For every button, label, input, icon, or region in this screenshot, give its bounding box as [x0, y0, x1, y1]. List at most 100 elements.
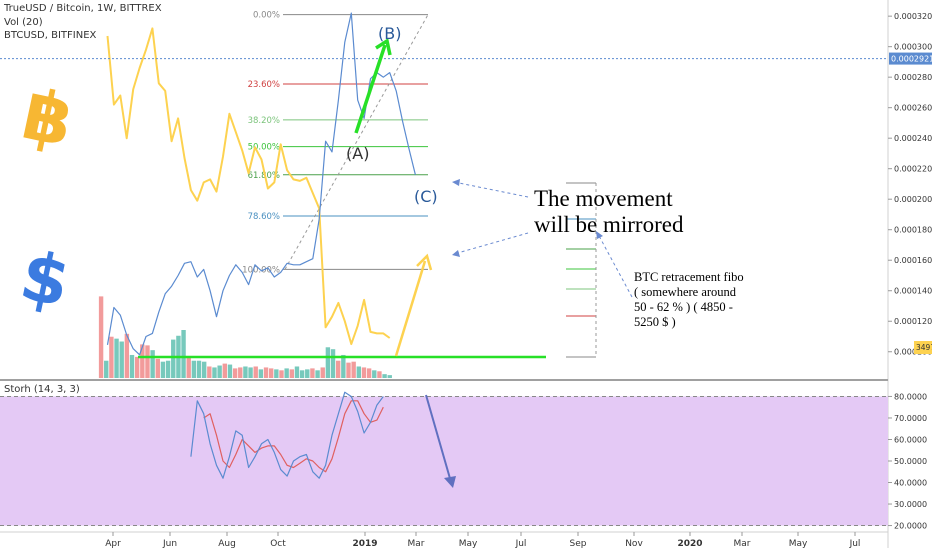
- legend-stoch[interactable]: Storh (14, 3, 3): [4, 384, 80, 395]
- volume-bar[interactable]: [129, 354, 135, 378]
- stoch-axis-label: 50.0000: [894, 457, 927, 466]
- time-axis-label: Mar: [408, 539, 425, 549]
- volume-bar[interactable]: [119, 341, 124, 378]
- volume-bar[interactable]: [274, 369, 279, 378]
- time-axis-label: Nov: [625, 539, 643, 549]
- volume-bar[interactable]: [299, 370, 305, 378]
- dollar-icon: $: [14, 236, 77, 323]
- volume-bar[interactable]: [145, 345, 150, 378]
- volume-bar[interactable]: [238, 367, 243, 378]
- volume-bar[interactable]: [201, 361, 207, 378]
- volume-bar[interactable]: [150, 350, 155, 378]
- mirror-note: The movement will be mirrored: [534, 186, 683, 238]
- volume-bar[interactable]: [165, 360, 171, 378]
- volume-bar[interactable]: [98, 296, 104, 378]
- volume-bar[interactable]: [248, 367, 253, 378]
- projection-arrow-yellow-head: [416, 253, 433, 271]
- volume-bar[interactable]: [258, 369, 264, 378]
- volume-bar[interactable]: [263, 367, 269, 378]
- stoch-pane[interactable]: [0, 391, 888, 527]
- volume-bar[interactable]: [330, 349, 336, 378]
- dollar-glyph: $: [14, 236, 77, 323]
- fibo-note-line3: 50 - 62 % ) ( 4850 -: [634, 300, 733, 314]
- volume-bar[interactable]: [134, 356, 140, 378]
- fib-level-label: 23.60%: [248, 80, 280, 90]
- volume-bar[interactable]: [212, 367, 217, 378]
- mirror-note-line2: will be mirrored: [534, 212, 684, 237]
- volume-bar[interactable]: [289, 369, 295, 378]
- time-axis-label: Jul: [515, 539, 527, 549]
- volume-bar[interactable]: [320, 367, 325, 378]
- annotation-arrow-3: [597, 233, 633, 298]
- stoch-projection-arrow[interactable]: [425, 394, 452, 483]
- tusd-price-line[interactable]: [106, 12, 416, 356]
- volume-bar[interactable]: [356, 366, 362, 378]
- stoch-axis-label: 60.0000: [894, 435, 927, 444]
- volume-bar[interactable]: [243, 366, 248, 378]
- volume-bar[interactable]: [222, 363, 227, 378]
- volume-bar[interactable]: [227, 364, 233, 378]
- btc-price-tag-label: 3497.2: [916, 343, 932, 352]
- wave-arrow-green-head: [375, 38, 392, 56]
- volume-bar[interactable]: [171, 339, 176, 378]
- volume-bar[interactable]: [351, 361, 356, 378]
- volume-bar[interactable]: [181, 330, 186, 378]
- price-axis-label: 0.00016000: [894, 256, 932, 265]
- fib-trend-line[interactable]: [284, 14, 429, 270]
- volume-bar[interactable]: [335, 360, 341, 378]
- price-axis-label: 0.00032000: [894, 12, 932, 21]
- fib-level-label: 61.80%: [248, 171, 280, 181]
- volume-bar[interactable]: [155, 358, 160, 378]
- volume-bar[interactable]: [279, 370, 284, 378]
- volume-bar[interactable]: [140, 344, 145, 378]
- fib-level-label: 50.00%: [248, 143, 280, 153]
- stoch-axis-label: 70.0000: [894, 414, 927, 423]
- volume-bar[interactable]: [346, 362, 351, 378]
- volume-bar[interactable]: [253, 366, 258, 378]
- main-pane[interactable]: 0.00%23.60%38.20%50.00%61.80%78.60%100.0…: [0, 11, 888, 378]
- volume-bar[interactable]: [325, 347, 331, 378]
- volume-bar[interactable]: [372, 370, 377, 378]
- time-axis-label: Apr: [105, 539, 121, 549]
- time-axis-label: Sep: [570, 539, 587, 549]
- stoch-k-line[interactable]: [190, 391, 384, 479]
- price-axis-label: 0.00022000: [894, 165, 932, 174]
- volume-bar[interactable]: [387, 375, 392, 378]
- volume-bar[interactable]: [366, 368, 372, 378]
- volume-bar[interactable]: [284, 368, 289, 378]
- stoch-axis-label: 20.0000: [894, 522, 927, 531]
- fib-level-label: 78.60%: [248, 212, 280, 222]
- volume-bar[interactable]: [305, 369, 310, 378]
- volume-bar[interactable]: [109, 336, 114, 378]
- projection-arrow-yellow[interactable]: [394, 260, 427, 357]
- volume-bar[interactable]: [341, 354, 346, 378]
- volume-bar[interactable]: [104, 360, 109, 378]
- volume-bar[interactable]: [217, 365, 222, 378]
- volume-bar[interactable]: [310, 368, 315, 378]
- volume-bar[interactable]: [268, 368, 274, 378]
- legend-main[interactable]: TrueUSD / Bitcoin, 1W, BITTREX: [4, 3, 162, 14]
- volume-bar[interactable]: [124, 333, 130, 378]
- time-axis-label: 2019: [352, 539, 377, 549]
- volume-bar[interactable]: [207, 366, 212, 378]
- btc-price-line[interactable]: [106, 27, 391, 346]
- volume-bar[interactable]: [294, 366, 300, 378]
- volume-bar[interactable]: [160, 361, 166, 378]
- time-axis-label: Jul: [849, 539, 861, 549]
- legend-volume[interactable]: Vol (20): [4, 17, 43, 28]
- legend-overlay[interactable]: BTCUSD, BITFINEX: [4, 30, 97, 41]
- volume-bar[interactable]: [315, 370, 320, 378]
- volume-bar[interactable]: [361, 367, 367, 378]
- volume-bar[interactable]: [377, 371, 382, 378]
- stoch-axis-label: 30.0000: [894, 500, 927, 509]
- time-axis-label: Oct: [270, 539, 286, 549]
- volume-bar[interactable]: [232, 368, 238, 378]
- volume-bar[interactable]: [196, 360, 202, 378]
- volume-bar[interactable]: [186, 356, 191, 378]
- price-axis-label: 0.00030000: [894, 43, 932, 52]
- wave-arrow-green[interactable]: [354, 44, 387, 134]
- volume-bar[interactable]: [114, 338, 119, 378]
- mirror-note-line1: The movement: [534, 186, 673, 211]
- volume-bar[interactable]: [191, 360, 197, 378]
- volume-bar[interactable]: [382, 374, 387, 378]
